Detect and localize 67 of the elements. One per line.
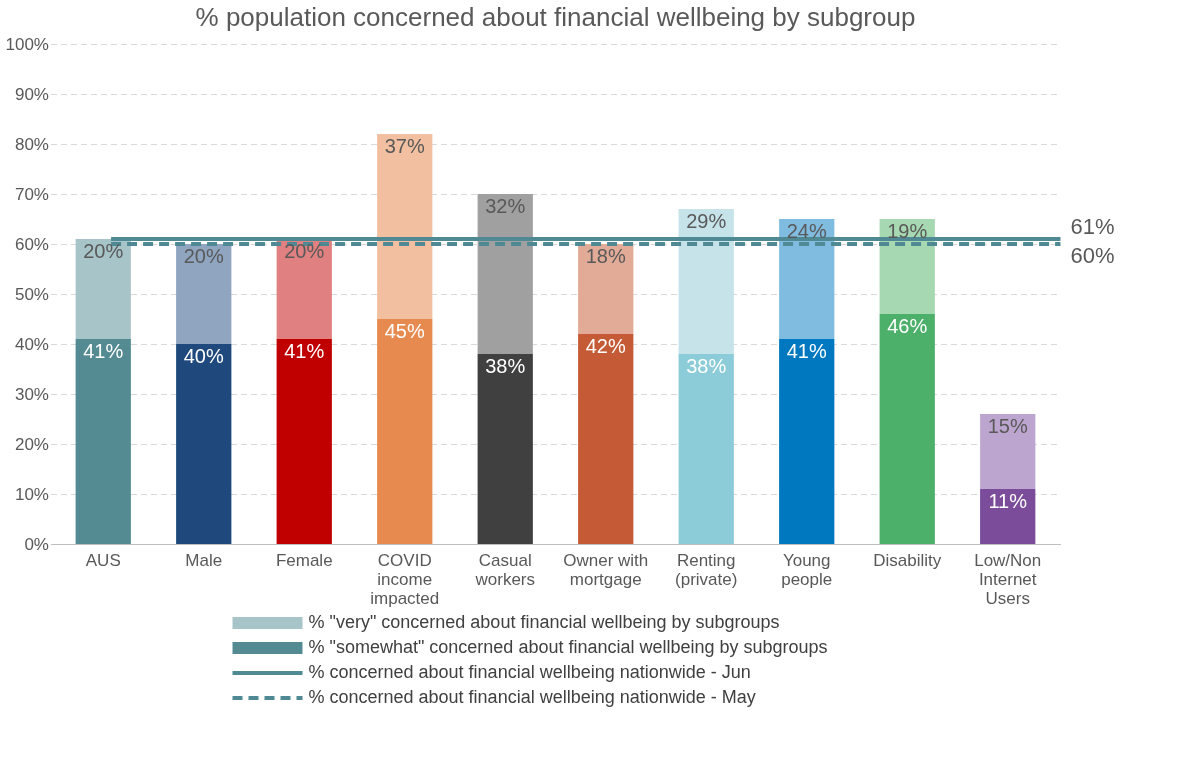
x-tick-label: Young people — [781, 550, 833, 589]
bar — [75, 239, 131, 339]
bar — [779, 339, 835, 544]
chart-title: % population concerned about financial wellbeing by subgroup — [195, 2, 916, 32]
y-tick-label: 0% — [24, 534, 49, 554]
x-tick-label: Casual workers — [474, 550, 535, 589]
x-tick-label: Male — [185, 550, 223, 570]
data-label: 45% — [384, 320, 425, 342]
x-tick-label: Low/Non Internet Users — [974, 550, 1042, 608]
data-label: 38% — [686, 355, 727, 377]
data-label: 11% — [988, 490, 1028, 512]
data-label: 20% — [183, 245, 224, 267]
bar — [678, 209, 734, 354]
text: 60% — [1070, 243, 1115, 268]
x-tick-label: COVID income impacted — [370, 550, 440, 608]
x-tick-label: Owner with mortgage — [563, 550, 649, 589]
data-label: 20% — [83, 240, 124, 262]
legend-label: % concerned about financial wellbeing nationwide - May — [308, 687, 756, 707]
y-tick-label: 90% — [14, 84, 49, 104]
data-label: 37% — [384, 135, 425, 157]
legend-label: % "very" concerned about financial wellbeing by subgroups — [308, 612, 780, 632]
data-label: 18% — [585, 245, 626, 267]
text: 61% — [1070, 214, 1115, 239]
bar — [75, 339, 131, 544]
bar — [276, 239, 332, 339]
x-tick-label: Renting (private) — [675, 550, 738, 589]
bar — [980, 489, 1036, 544]
bar — [477, 194, 533, 354]
data-label: 29% — [686, 210, 727, 232]
data-label: 15% — [987, 415, 1028, 437]
data-label: 41% — [786, 340, 827, 362]
bar — [879, 314, 935, 544]
legend-label: % concerned about financial wellbeing nationwide - Jun — [308, 662, 751, 682]
y-tick-label: 10% — [14, 484, 49, 504]
bar — [980, 414, 1036, 489]
bar — [176, 344, 232, 544]
bar — [276, 339, 332, 544]
data-label: 42% — [585, 335, 626, 357]
y-tick-label: 20% — [14, 434, 49, 454]
bar — [578, 244, 634, 334]
data-label: 19% — [887, 220, 928, 242]
y-tick-label: 80% — [14, 134, 49, 154]
data-label: 32% — [485, 195, 526, 217]
data-label: 24% — [786, 220, 827, 242]
data-label: 41% — [284, 340, 325, 362]
x-tick-label: AUS — [85, 550, 121, 570]
y-tick-label: 40% — [14, 334, 49, 354]
data-label: 20% — [284, 240, 325, 262]
x-tick-label: Female — [275, 550, 333, 570]
bar — [578, 334, 634, 544]
y-tick-label: 50% — [14, 284, 49, 304]
bar — [779, 219, 835, 339]
bar — [477, 354, 533, 544]
y-tick-label: 30% — [14, 384, 49, 404]
data-label: 46% — [887, 315, 928, 337]
y-tick-label: 100% — [5, 34, 49, 54]
data-label: 41% — [83, 340, 124, 362]
bar — [377, 134, 433, 319]
y-tick-label: 60% — [14, 234, 49, 254]
legend-label: % "somewhat" concerned about financial wellbeing by subgroups — [308, 637, 828, 657]
bar — [678, 354, 734, 544]
y-tick-label: 70% — [14, 184, 49, 204]
data-label: 40% — [183, 345, 224, 367]
bar — [176, 244, 232, 344]
x-tick-label: Disability — [873, 550, 942, 570]
data-label: 38% — [485, 355, 526, 377]
bar — [377, 319, 433, 544]
